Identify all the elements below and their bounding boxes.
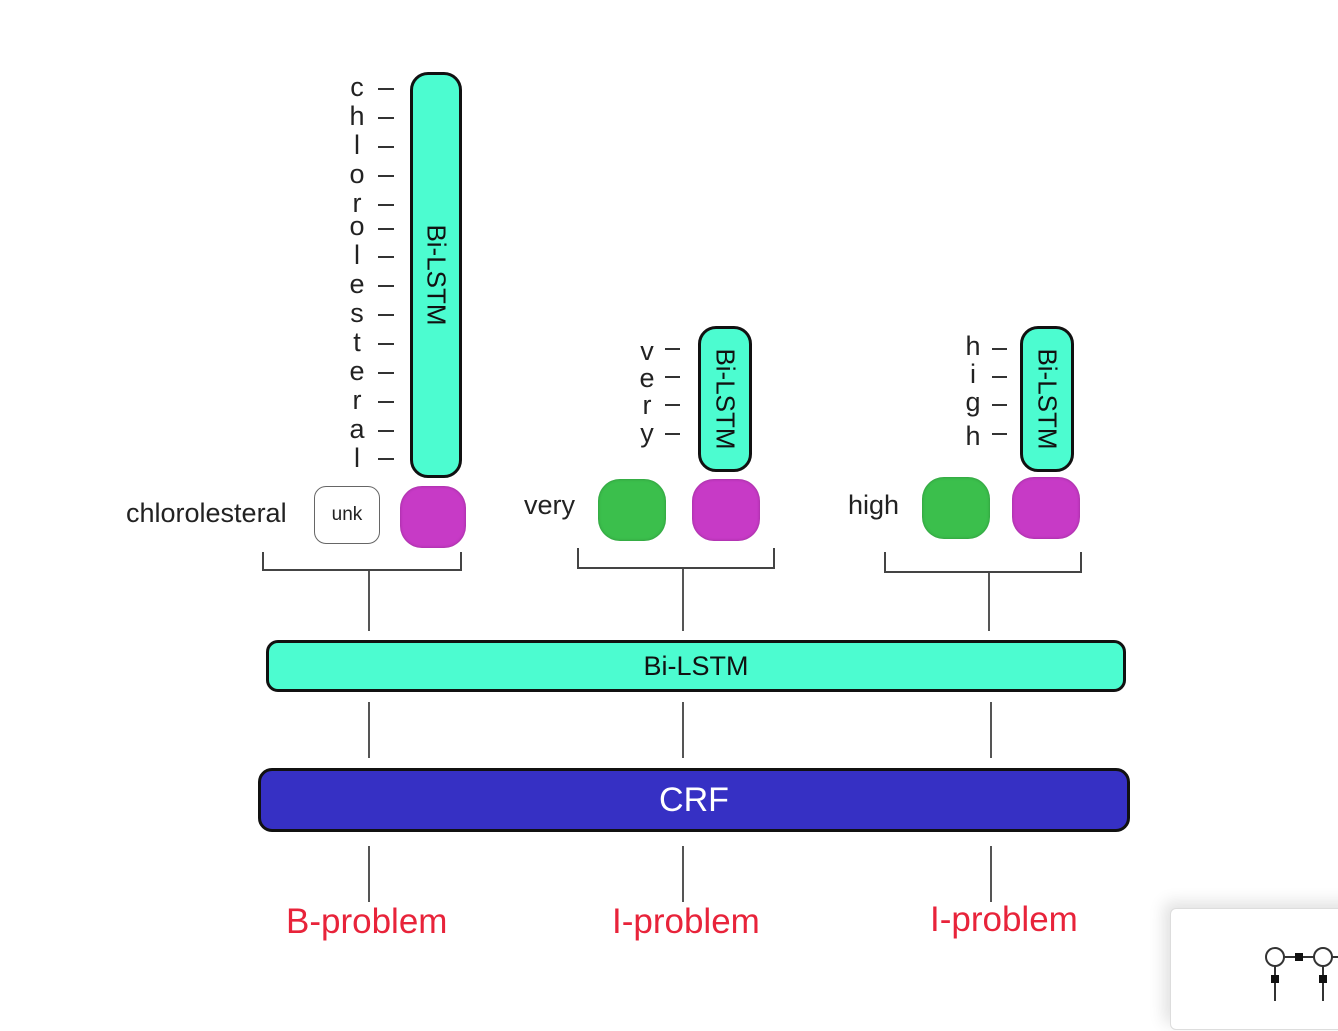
char-bilstm-high: Bi-LSTM	[1020, 326, 1074, 472]
char: c	[350, 72, 364, 102]
char: h	[965, 331, 981, 361]
char: l	[354, 443, 360, 473]
word-high: high	[848, 490, 900, 520]
connector	[990, 702, 992, 758]
char: s	[350, 298, 364, 328]
char: r	[352, 385, 362, 415]
overlay-card[interactable]	[1170, 908, 1338, 1030]
char: e	[349, 356, 365, 386]
word-chlorolesteral: chlorolesteral	[126, 498, 287, 528]
char: g	[965, 387, 981, 417]
char: h	[965, 421, 981, 451]
word-embedding-high	[922, 477, 990, 539]
connector	[368, 702, 370, 758]
char: a	[349, 414, 365, 444]
char-bilstm-chlorolesteral: Bi-LSTM	[410, 72, 462, 478]
char: l	[354, 240, 360, 270]
char: r	[352, 188, 362, 218]
char-embedding-high	[1012, 477, 1080, 539]
char: o	[349, 211, 365, 241]
char: r	[642, 390, 652, 420]
word-bilstm: Bi-LSTM	[266, 640, 1126, 692]
output-label-2: I-problem	[612, 902, 760, 941]
word-embedding-very	[598, 479, 666, 541]
output-label-1: B-problem	[286, 902, 448, 941]
char-bilstm-very: Bi-LSTM	[698, 326, 752, 472]
char: i	[970, 359, 976, 389]
char-bilstm-label: Bi-LSTM	[1032, 348, 1063, 450]
char: y	[640, 418, 654, 448]
char-embedding-chlorolesteral	[400, 486, 466, 548]
crf-layer: CRF	[258, 768, 1130, 832]
connector	[990, 846, 992, 902]
connector	[682, 846, 684, 902]
connector	[682, 702, 684, 758]
word-bilstm-label: Bi-LSTM	[643, 650, 749, 681]
char-embedding-very	[692, 479, 760, 541]
char: v	[640, 336, 654, 366]
char-bilstm-label: Bi-LSTM	[710, 348, 741, 450]
char: e	[639, 363, 655, 393]
crf-label: CRF	[659, 780, 729, 819]
output-label-3: I-problem	[930, 900, 1078, 939]
unk-embedding: unk	[314, 486, 380, 544]
graph-icon	[1265, 947, 1338, 1001]
char: e	[349, 269, 365, 299]
char: h	[349, 101, 365, 131]
word-very: very	[524, 490, 576, 520]
char: t	[353, 327, 361, 357]
char: o	[349, 159, 365, 189]
connector	[368, 846, 370, 902]
char-bilstm-label: Bi-LSTM	[421, 224, 452, 326]
char: l	[354, 130, 360, 160]
